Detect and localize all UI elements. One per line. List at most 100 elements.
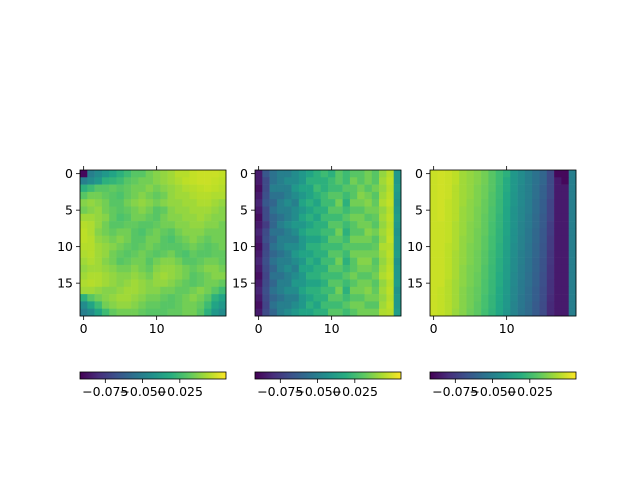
heatmap-cell — [532, 264, 540, 273]
heatmap-cell — [145, 184, 154, 193]
heatmap-cell — [284, 294, 292, 302]
heatmap-cell — [160, 294, 168, 302]
heatmap-cell — [306, 243, 314, 251]
heatmap-cell — [342, 221, 351, 229]
heatmap-cell — [466, 213, 475, 222]
heatmap-cell — [561, 228, 569, 236]
heatmap-cell — [554, 272, 562, 280]
heatmap-cell — [437, 257, 445, 266]
heatmap-cell — [174, 206, 183, 215]
heatmap-cell — [481, 235, 489, 244]
heatmap-cell — [196, 191, 205, 200]
heatmap-cell — [145, 191, 154, 200]
heatmap-cell — [349, 191, 358, 200]
heatmap-cell — [167, 206, 176, 215]
heatmap-cell — [430, 206, 438, 215]
heatmap-cell — [524, 250, 533, 258]
heatmap-cell — [123, 213, 132, 222]
heatmap-cell — [451, 272, 460, 280]
heatmap-cell — [444, 213, 453, 222]
heatmap-cell — [495, 184, 504, 193]
heatmap-cell — [379, 279, 387, 288]
heatmap-cell — [306, 221, 314, 229]
heatmap-cell — [444, 264, 453, 273]
heatmap-cell — [481, 191, 489, 200]
heatmap-cell — [357, 235, 365, 244]
heatmap-cell — [123, 206, 132, 215]
heatmap-cell — [116, 170, 125, 178]
heatmap-cell — [503, 199, 511, 207]
heatmap-cell — [153, 213, 161, 222]
heatmap-cell — [167, 301, 176, 309]
heatmap-cell — [495, 170, 504, 178]
y-tick-label: 10 — [57, 239, 73, 254]
heatmap-cell — [94, 294, 103, 302]
heatmap-cell — [80, 286, 88, 295]
heatmap-cell — [466, 272, 475, 280]
heatmap-cell — [218, 279, 227, 288]
heatmap-cell — [495, 301, 504, 309]
heatmap-cell — [371, 206, 380, 215]
heatmap-cell — [517, 279, 526, 288]
heatmap-cell — [269, 206, 278, 215]
heatmap-cell — [451, 206, 460, 215]
heatmap-cell — [153, 257, 161, 266]
heatmap-cell — [211, 301, 219, 309]
heatmap-cell — [298, 272, 307, 280]
heatmap-cell — [554, 213, 562, 222]
colorbar-tick-label: −0.050 — [469, 384, 515, 399]
heatmap-cell — [379, 264, 387, 273]
heatmap-cell — [466, 191, 475, 200]
heatmap-cell — [357, 228, 365, 236]
heatmap-cell — [87, 221, 95, 229]
heatmap-cell — [196, 286, 205, 295]
heatmap-cell — [269, 235, 278, 244]
heatmap-cell — [262, 170, 270, 178]
heatmap-cell — [145, 257, 154, 266]
heatmap-cell — [298, 221, 307, 229]
heatmap-cell — [189, 213, 198, 222]
heatmap-cell — [335, 170, 343, 178]
heatmap-cell — [524, 184, 533, 193]
heatmap-cell — [473, 206, 482, 215]
heatmap-cell — [204, 191, 212, 200]
heatmap-cell — [503, 250, 511, 258]
heatmap-cell — [444, 170, 453, 178]
heatmap-cell — [306, 294, 314, 302]
heatmap-cell — [430, 213, 438, 222]
heatmap-cell — [349, 213, 358, 222]
heatmap-cell — [291, 213, 300, 222]
heatmap-cell — [466, 177, 475, 185]
heatmap-cell — [539, 228, 548, 236]
heatmap-cell — [342, 308, 351, 317]
heatmap-cell — [466, 199, 475, 207]
heatmap-cell — [371, 228, 380, 236]
heatmap-cell — [262, 206, 270, 215]
heatmap-cell — [262, 199, 270, 207]
heatmap-cell — [298, 243, 307, 251]
heatmap-cell — [145, 221, 154, 229]
heatmap-cell — [561, 221, 569, 229]
heatmap-cell — [196, 184, 205, 193]
heatmap-cell — [182, 294, 190, 302]
heatmap-cell — [160, 170, 168, 178]
heatmap-cell — [554, 264, 562, 273]
heatmap-cell — [379, 243, 387, 251]
heatmap-cell — [211, 294, 219, 302]
heatmap-cell — [510, 272, 518, 280]
heatmap-cell — [298, 199, 307, 207]
heatmap-cell — [517, 221, 526, 229]
heatmap-cell — [306, 308, 314, 317]
heatmap-cell — [430, 177, 438, 185]
heatmap-cell — [554, 228, 562, 236]
heatmap-cell — [364, 294, 373, 302]
heatmap-cell — [196, 257, 205, 266]
heatmap-cell — [517, 170, 526, 178]
heatmap-cell — [196, 279, 205, 288]
heatmap-cell — [539, 177, 548, 185]
heatmap-cell — [386, 184, 394, 193]
heatmap-cell — [94, 308, 103, 317]
heatmap-cell — [342, 206, 351, 215]
heatmap-cell — [291, 279, 300, 288]
heatmap-cell — [131, 213, 139, 222]
